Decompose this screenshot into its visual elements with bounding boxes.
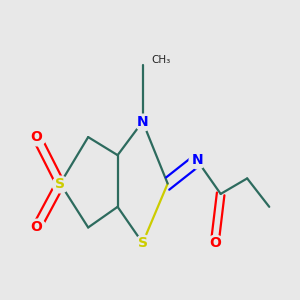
Text: O: O xyxy=(31,220,43,235)
Text: S: S xyxy=(55,177,65,190)
Text: O: O xyxy=(31,130,43,144)
Text: S: S xyxy=(138,236,148,250)
Text: N: N xyxy=(191,153,203,167)
Text: CH₃: CH₃ xyxy=(152,55,171,64)
Text: O: O xyxy=(209,236,221,250)
Text: N: N xyxy=(137,115,148,129)
